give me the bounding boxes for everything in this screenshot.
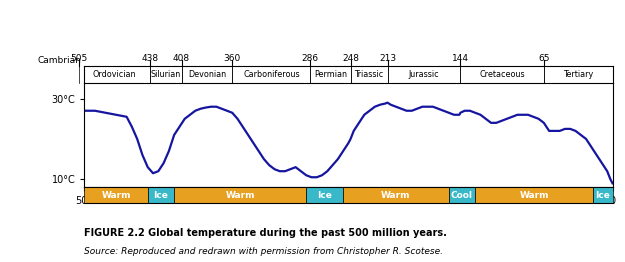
Text: 213: 213 bbox=[379, 54, 396, 63]
Text: 408: 408 bbox=[173, 54, 190, 63]
Text: Permian: Permian bbox=[314, 69, 347, 79]
Text: Cretaceous: Cretaceous bbox=[479, 69, 525, 79]
Text: Cambrian: Cambrian bbox=[38, 56, 81, 65]
Bar bbox=[475, 187, 594, 203]
Bar bbox=[174, 187, 306, 203]
Text: Ordovician: Ordovician bbox=[92, 69, 136, 79]
Bar bbox=[84, 187, 148, 203]
Text: Ice: Ice bbox=[154, 191, 168, 200]
Text: FIGURE 2.2 Global temperature during the past 500 million years.: FIGURE 2.2 Global temperature during the… bbox=[84, 228, 448, 238]
Bar bbox=[148, 187, 174, 203]
Text: Triassic: Triassic bbox=[354, 69, 384, 79]
Text: Source: Reproduced and redrawn with permission from Christopher R. Scotese.: Source: Reproduced and redrawn with perm… bbox=[84, 247, 443, 256]
Text: 248: 248 bbox=[342, 54, 359, 63]
Bar bbox=[343, 187, 449, 203]
Text: Devonian: Devonian bbox=[188, 69, 226, 79]
Text: Warm: Warm bbox=[226, 191, 255, 200]
Bar bbox=[306, 187, 343, 203]
Text: 286: 286 bbox=[302, 54, 319, 63]
Text: Warm: Warm bbox=[519, 191, 549, 200]
Text: Warm: Warm bbox=[381, 191, 411, 200]
Text: 360: 360 bbox=[224, 54, 241, 63]
Text: 65: 65 bbox=[538, 54, 549, 63]
Text: 505: 505 bbox=[71, 54, 88, 63]
Text: Silurian: Silurian bbox=[151, 69, 181, 79]
Text: Jurassic: Jurassic bbox=[409, 69, 439, 79]
Text: 438: 438 bbox=[141, 54, 158, 63]
Text: Ice: Ice bbox=[596, 191, 611, 200]
Text: Tertiary: Tertiary bbox=[563, 69, 593, 79]
Text: 144: 144 bbox=[452, 54, 469, 63]
Bar bbox=[594, 187, 612, 203]
Text: Ice: Ice bbox=[318, 191, 332, 200]
Text: Cool: Cool bbox=[451, 191, 473, 200]
Bar bbox=[449, 187, 475, 203]
Text: Carboniferous: Carboniferous bbox=[243, 69, 299, 79]
Text: Warm: Warm bbox=[101, 191, 131, 200]
